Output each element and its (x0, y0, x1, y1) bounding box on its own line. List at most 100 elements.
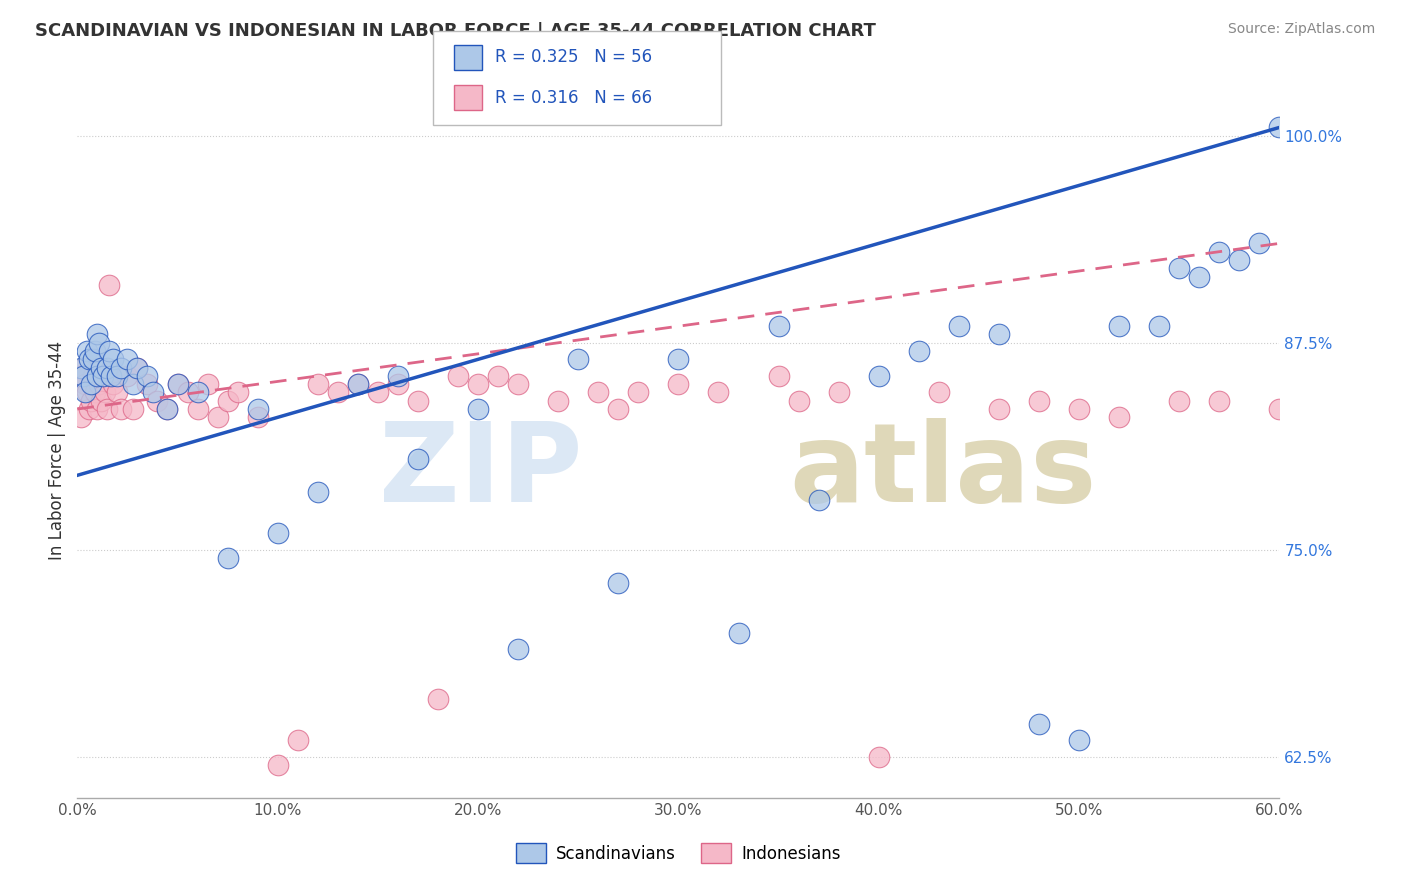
Point (93, 368, 115, 383)
Point (86, 368, 108, 383)
Point (988, 402, 1011, 417)
Point (156, 402, 179, 417)
Point (486, 368, 509, 383)
Point (76, 385, 98, 400)
Point (176, 385, 198, 400)
Point (79, 352, 101, 367)
Point (98, 277, 121, 292)
Point (1208, 393, 1230, 408)
Point (346, 377, 368, 392)
Point (1208, 244, 1230, 259)
Point (70, 360, 93, 375)
Point (1149, 319, 1171, 334)
Point (217, 551, 239, 566)
Point (86, 360, 108, 375)
Point (908, 344, 931, 359)
Point (75, 377, 97, 392)
Point (207, 410, 229, 425)
Point (387, 368, 409, 383)
Point (146, 393, 169, 408)
Point (1268, 120, 1291, 135)
Point (98, 344, 121, 359)
Point (103, 377, 125, 392)
Point (70, 410, 93, 425)
Point (768, 368, 790, 383)
Point (110, 402, 132, 417)
Point (75, 385, 97, 400)
Point (186, 385, 209, 400)
Point (110, 360, 132, 375)
Point (1249, 236, 1271, 251)
Point (668, 377, 690, 392)
Point (80, 393, 103, 408)
Point (988, 327, 1011, 342)
Point (90, 360, 112, 375)
Point (80, 377, 103, 392)
Point (94, 385, 117, 400)
Point (100, 368, 122, 383)
Text: R = 0.325   N = 56: R = 0.325 N = 56 (495, 48, 652, 66)
Point (948, 319, 970, 334)
Point (72, 360, 94, 375)
Text: SCANDINAVIAN VS INDONESIAN IN LABOR FORCE | AGE 35-44 CORRELATION CHART: SCANDINAVIAN VS INDONESIAN IN LABOR FORC… (35, 22, 876, 40)
Point (928, 385, 950, 400)
Point (136, 377, 159, 392)
Point (607, 402, 630, 417)
Point (82, 352, 104, 367)
Point (807, 493, 830, 508)
Point (307, 377, 329, 392)
Point (1188, 269, 1211, 284)
Point (117, 352, 139, 367)
Point (267, 526, 290, 541)
Point (186, 402, 209, 417)
Point (127, 360, 149, 375)
Point (82, 368, 104, 383)
Point (156, 402, 179, 417)
Point (1168, 393, 1191, 408)
Point (1069, 402, 1091, 417)
Point (117, 368, 139, 383)
Point (100, 368, 122, 383)
Point (427, 692, 450, 706)
Point (136, 368, 159, 383)
Point (406, 451, 429, 466)
Legend: Scandinavians, Indonesians: Scandinavians, Indonesians (509, 837, 848, 870)
Point (142, 385, 165, 400)
Point (1168, 261, 1191, 276)
Point (668, 352, 690, 367)
Point (89, 335, 111, 350)
Text: Source: ZipAtlas.com: Source: ZipAtlas.com (1227, 22, 1375, 37)
Point (1108, 410, 1130, 425)
Point (607, 576, 630, 591)
Point (86, 327, 108, 342)
Point (868, 368, 890, 383)
Point (96, 402, 118, 417)
Point (246, 410, 269, 425)
Text: R = 0.316   N = 66: R = 0.316 N = 66 (495, 89, 652, 107)
Point (627, 385, 650, 400)
Point (508, 642, 530, 657)
Text: atlas: atlas (789, 417, 1097, 524)
Point (547, 393, 569, 408)
Point (387, 377, 409, 392)
Point (1028, 393, 1050, 408)
Point (84, 344, 107, 359)
Point (1069, 733, 1091, 747)
Point (79, 402, 101, 417)
Point (107, 385, 129, 400)
Point (84, 385, 107, 400)
Point (768, 319, 790, 334)
Point (467, 402, 489, 417)
Point (567, 352, 589, 367)
Point (246, 402, 269, 417)
Point (868, 750, 890, 764)
Point (287, 733, 309, 747)
Point (267, 758, 290, 772)
Point (166, 377, 188, 392)
Point (86, 402, 108, 417)
Point (166, 377, 188, 392)
Point (217, 393, 239, 408)
Point (226, 385, 249, 400)
Point (122, 377, 145, 392)
Point (67, 368, 90, 383)
